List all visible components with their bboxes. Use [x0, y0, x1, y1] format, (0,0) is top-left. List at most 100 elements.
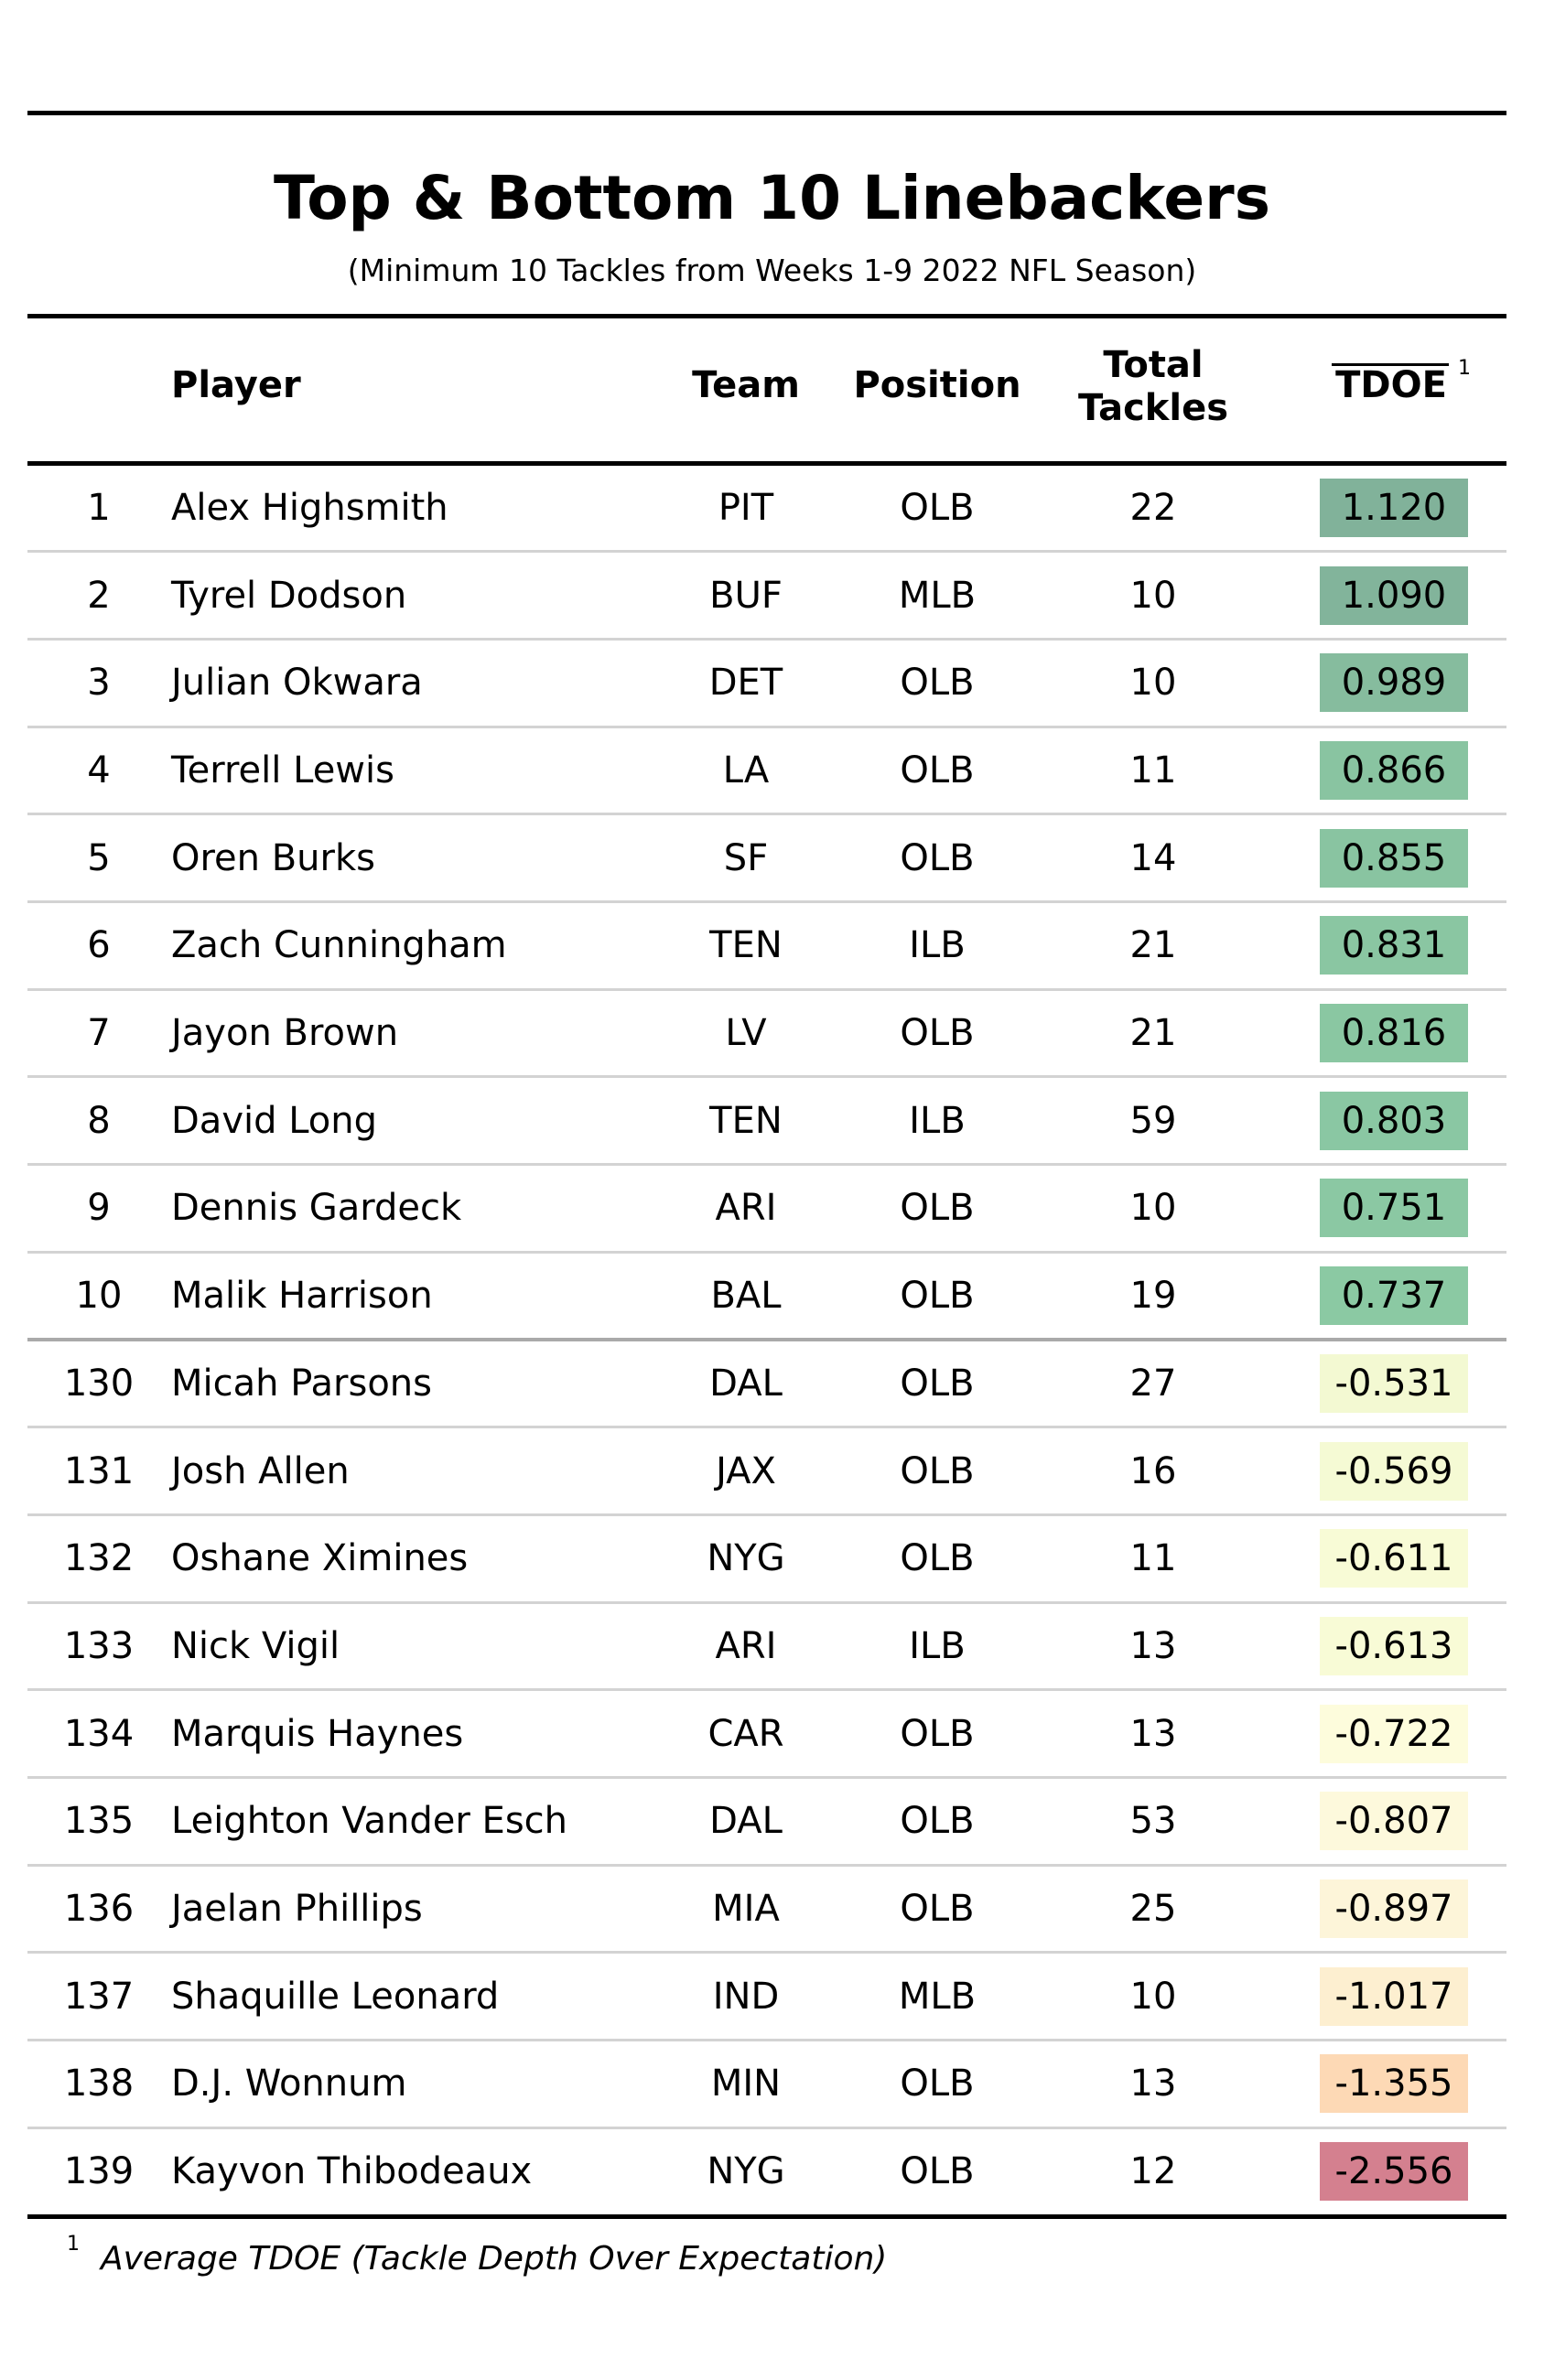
team-cell: DAL: [709, 1362, 783, 1405]
player-cell: Nick Vigil: [171, 1624, 340, 1667]
player-cell: Tyrel Dodson: [171, 574, 407, 617]
tackles-cell: 10: [1129, 1187, 1177, 1230]
player-cell: Oren Burks: [171, 836, 375, 879]
position-cell: OLB: [900, 1187, 975, 1230]
header-tdoe: TDOE: [1335, 364, 1447, 406]
rank-cell: 9: [87, 1187, 111, 1230]
tdoe-cell: -1.017: [1320, 1966, 1468, 2026]
row-divider: [27, 900, 1506, 903]
row-divider: [27, 2126, 1506, 2129]
rank-cell: 4: [87, 748, 111, 792]
table-title: Top & Bottom 10 Linebackers: [273, 163, 1271, 233]
tdoe-cell: -0.807: [1320, 1792, 1468, 1851]
position-cell: OLB: [900, 486, 975, 529]
player-cell: Alex Highsmith: [171, 486, 448, 529]
position-cell: OLB: [900, 748, 975, 792]
tdoe-overline: [1332, 363, 1449, 366]
team-cell: NYG: [707, 1537, 785, 1580]
header-rule: [27, 461, 1506, 466]
title-rule: [27, 314, 1506, 318]
rank-cell: 136: [63, 1888, 135, 1931]
tdoe-cell: 0.855: [1320, 828, 1468, 888]
tackles-cell: 16: [1129, 1449, 1177, 1492]
rank-cell: 131: [63, 1449, 135, 1492]
position-cell: OLB: [900, 2150, 975, 2193]
position-cell: OLB: [900, 1537, 975, 1580]
tdoe-cell: -2.556: [1320, 2142, 1468, 2202]
player-cell: David Long: [171, 1099, 377, 1142]
team-cell: LA: [722, 748, 770, 792]
position-cell: ILB: [909, 1624, 966, 1667]
position-cell: MLB: [898, 1975, 977, 2018]
table-subtitle: (Minimum 10 Tackles from Weeks 1-9 2022 …: [347, 253, 1197, 288]
tdoe-cell: 0.737: [1320, 1266, 1468, 1326]
rank-cell: 5: [87, 836, 111, 879]
tackles-cell: 25: [1129, 1888, 1177, 1931]
team-cell: MIN: [710, 2062, 782, 2105]
row-divider: [27, 1863, 1506, 1867]
team-cell: TEN: [709, 1099, 783, 1142]
tdoe-cell: -1.355: [1320, 2054, 1468, 2114]
row-divider: [27, 1426, 1506, 1429]
tackles-cell: 59: [1129, 1099, 1177, 1142]
player-cell: Jayon Brown: [171, 1012, 399, 1055]
footnote-expansion: Tackle Depth Over Expectation: [363, 2240, 875, 2278]
position-cell: MLB: [898, 574, 977, 617]
team-cell: JAX: [716, 1449, 776, 1492]
tdoe-cell: 0.803: [1320, 1091, 1468, 1150]
row-divider: [27, 1250, 1506, 1254]
rank-cell: 6: [87, 924, 111, 967]
footnote-prefix: Average TDOE (: [101, 2240, 364, 2278]
header-position: Position: [853, 364, 1021, 406]
position-cell: OLB: [900, 836, 975, 879]
tackles-cell: 14: [1129, 836, 1177, 879]
player-cell: Oshane Ximines: [171, 1537, 469, 1580]
rank-cell: 7: [87, 1012, 111, 1055]
player-cell: Malik Harrison: [171, 1275, 433, 1318]
footnote-mark: 1: [67, 2233, 80, 2256]
tackles-cell: 53: [1129, 1800, 1177, 1843]
tackles-cell: 10: [1129, 662, 1177, 705]
team-cell: MIA: [712, 1888, 780, 1931]
top-rule: [27, 111, 1506, 115]
rank-cell: 132: [63, 1537, 135, 1580]
player-cell: Terrell Lewis: [171, 748, 394, 792]
team-cell: ARI: [715, 1187, 777, 1230]
team-cell: SF: [723, 836, 769, 879]
position-cell: OLB: [900, 1012, 975, 1055]
player-cell: Kayvon Thibodeaux: [171, 2150, 533, 2193]
bottom-rule: [27, 2214, 1506, 2219]
rank-cell: 130: [63, 1362, 135, 1405]
position-cell: OLB: [900, 1712, 975, 1755]
team-cell: TEN: [709, 924, 783, 967]
tdoe-cell: -0.897: [1320, 1879, 1468, 1939]
position-cell: ILB: [909, 924, 966, 967]
position-cell: ILB: [909, 1099, 966, 1142]
row-divider: [27, 1600, 1506, 1604]
row-divider: [27, 1776, 1506, 1779]
tdoe-cell: 0.751: [1320, 1179, 1468, 1238]
tackles-cell: 11: [1129, 748, 1177, 792]
tackles-cell: 22: [1129, 486, 1177, 529]
rank-cell: 133: [63, 1624, 135, 1667]
header-tdoe-note-mark: 1: [1458, 357, 1471, 380]
row-divider: [27, 637, 1506, 641]
tdoe-cell: 1.090: [1320, 565, 1468, 625]
team-cell: NYG: [707, 2150, 785, 2193]
header-team: Team: [692, 364, 800, 406]
position-cell: OLB: [900, 1888, 975, 1931]
tackles-cell: 10: [1129, 1975, 1177, 2018]
position-cell: OLB: [900, 1275, 975, 1318]
tackles-cell: 13: [1129, 1624, 1177, 1667]
tackles-cell: 21: [1129, 1012, 1177, 1055]
tdoe-cell: -0.611: [1320, 1529, 1468, 1588]
row-divider: [27, 725, 1506, 728]
team-cell: BAL: [710, 1275, 782, 1318]
tackles-cell: 12: [1129, 2150, 1177, 2193]
tackles-cell: 11: [1129, 1537, 1177, 1580]
section-divider: [27, 1338, 1506, 1341]
team-cell: LV: [725, 1012, 767, 1055]
header-total-line1: Total: [1103, 344, 1204, 386]
tdoe-cell: -0.722: [1320, 1704, 1468, 1763]
rank-cell: 8: [87, 1099, 111, 1142]
